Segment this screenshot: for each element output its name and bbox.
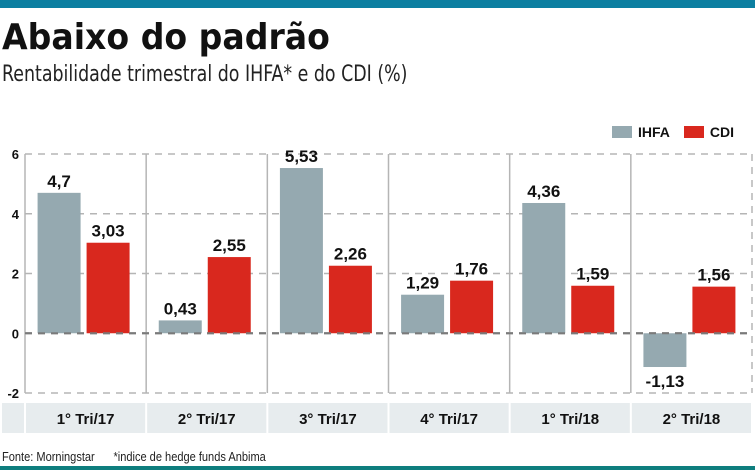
legend-item-cdi: CDI — [683, 124, 735, 140]
bar-ihfa — [158, 320, 202, 334]
y-tick-label: -2 — [7, 386, 19, 401]
data-label-ihfa: 4,7 — [47, 172, 71, 191]
data-label-cdi: 1,76 — [455, 260, 488, 279]
footnote: *indice de hedge funds Anbima — [113, 449, 266, 464]
y-tick-label: 6 — [12, 147, 19, 162]
bottom-accent-strip — [0, 466, 755, 470]
data-label-ihfa: 4,36 — [527, 182, 560, 201]
bar-chart: 6 4 2 0 -2 4,7 3,03 1° Tri/17 0,43 2,55 2° Tri/17 5… — [2, 147, 753, 433]
x-tick-label: 1° Tri/17 — [57, 411, 115, 428]
x-tick-label: 4° Tri/17 — [420, 411, 478, 428]
data-label-cdi: 2,55 — [213, 236, 246, 255]
data-label-cdi: 3,03 — [92, 222, 125, 241]
bar-cdi — [207, 257, 251, 334]
legend-label-cdi: CDI — [709, 124, 735, 140]
bar-ihfa — [37, 192, 81, 334]
legend: IHFA CDI — [612, 124, 748, 140]
bar-ihfa — [522, 202, 566, 334]
bar-cdi — [450, 280, 494, 334]
data-label-cdi: 1,56 — [697, 266, 730, 285]
bar-cdi — [571, 285, 615, 334]
source-note: Fonte: Morningstar — [2, 449, 95, 464]
legend-label-ihfa: IHFA — [638, 124, 670, 140]
bar-ihfa — [279, 168, 323, 334]
bar-ihfa — [643, 333, 687, 368]
data-label-ihfa: 5,53 — [285, 147, 318, 166]
data-label-cdi: 1,59 — [576, 265, 609, 284]
legend-item-ihfa: IHFA — [612, 124, 670, 140]
data-label-ihfa: 1,29 — [406, 274, 439, 293]
x-tick-label: 1° Tri/18 — [541, 411, 599, 428]
data-label-cdi: 2,26 — [334, 245, 367, 264]
y-tick-label: 2 — [12, 267, 19, 282]
legend-swatch-ihfa — [612, 126, 632, 138]
legend-swatch-cdi — [683, 126, 704, 138]
x-tick-label: 2° Tri/17 — [178, 411, 236, 428]
data-label-ihfa: -1,13 — [646, 372, 685, 391]
category-band — [2, 403, 753, 433]
y-tick-label: 0 — [12, 326, 19, 341]
bar-cdi — [86, 242, 130, 334]
bar-cdi — [692, 286, 736, 334]
bar-cdi — [328, 265, 372, 334]
x-tick-label: 2° Tri/18 — [663, 411, 721, 428]
y-tick-label: 4 — [12, 207, 20, 222]
footer: Fonte: Morningstar *indice de hedge funds… — [2, 449, 266, 464]
chart-title: Abaixo do padrão — [2, 17, 330, 58]
chart-subtitle: Rentabilidade trimestral do IHFA* e do C… — [2, 62, 408, 87]
x-tick-label: 3° Tri/17 — [299, 411, 357, 428]
top-accent-strip — [0, 0, 755, 8]
data-label-ihfa: 0,43 — [164, 299, 197, 318]
bar-ihfa — [401, 294, 445, 334]
